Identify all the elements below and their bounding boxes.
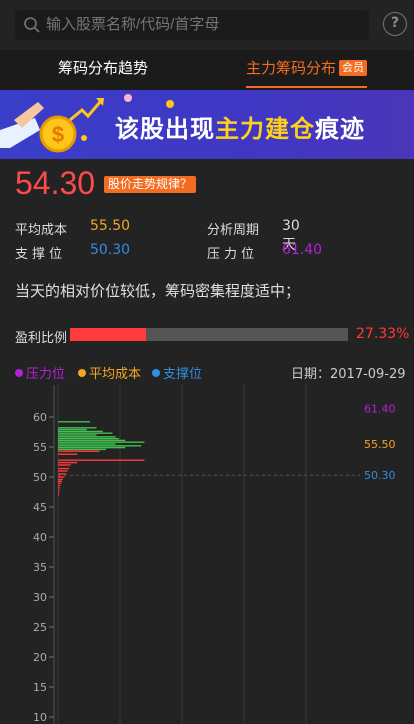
avg-cost-row: 平均成本 55.50 (15, 218, 130, 238)
y-tick-label: 10 (33, 711, 47, 724)
chip-bar (58, 480, 62, 482)
avg-cost-value: 55.50 (90, 218, 131, 234)
y-tick-label: 60 (33, 411, 47, 424)
chip-bar (58, 487, 60, 489)
chip-bar (58, 476, 65, 478)
search-box[interactable] (15, 10, 369, 40)
chip-bar (58, 445, 142, 447)
chip-bar (58, 482, 62, 484)
support-label: 支撑位 (15, 247, 67, 262)
legend-avg-cost-dot (78, 369, 86, 377)
y-tick-label: 15 (33, 681, 47, 694)
pressure-label: 压力位 (207, 247, 259, 262)
y-tick-label: 30 (33, 591, 47, 604)
chip-bar (58, 464, 71, 466)
chip-bar (58, 439, 126, 442)
chip-bar (58, 448, 106, 451)
marker-label: 61.40 (364, 403, 396, 416)
vip-badge: 会员 (339, 60, 368, 76)
tab-chip-trend[interactable]: 筹码分布趋势 (58, 59, 149, 77)
y-tick-label: 35 (33, 561, 47, 574)
profit-ratio-bar (70, 328, 348, 341)
y-tick-label: 50 (33, 471, 47, 484)
marker-label: 50.30 (364, 469, 396, 482)
current-price: 54.30 (15, 165, 96, 201)
profit-ratio-fill (70, 328, 146, 341)
svg-text:$: $ (52, 122, 64, 147)
chip-bar (58, 443, 116, 445)
chip-bar (58, 459, 145, 461)
chip-bar (58, 478, 63, 481)
chip-bar (58, 494, 59, 496)
y-tick-label: 40 (33, 531, 47, 544)
coin-hand-illustration: $ (0, 98, 104, 153)
price-pattern-link[interactable]: 股价走势规律？ (104, 176, 197, 193)
decor-dots (124, 94, 174, 108)
chip-bar (58, 436, 116, 438)
chip-bar (58, 437, 119, 440)
legend-avg-cost: 平均成本 (78, 363, 141, 382)
chip-distribution-chart: 60 55 50 45 40 35 30 25 20 15 10 61.40 55.50 50.30 (33, 385, 396, 724)
y-tick-label: 55 (33, 441, 47, 454)
tab-bar: 筹码分布趋势 主力筹码分布 会员 (0, 50, 414, 90)
chip-bar (58, 461, 78, 464)
chip-bar (58, 491, 60, 494)
profit-ratio-value: 27.33% (356, 326, 410, 342)
support-value: 50.30 (90, 242, 131, 258)
chip-bar (58, 430, 103, 433)
chip-bar (58, 473, 66, 475)
profit-ratio-label: 盈利比例 (15, 331, 68, 346)
y-tick-label: 25 (33, 621, 47, 634)
help-button[interactable]: ? (383, 12, 407, 36)
tab-main-label: 主力筹码分布 (246, 59, 337, 77)
marker-label: 55.50 (364, 438, 396, 451)
chip-bar (58, 446, 126, 449)
chip-bar (58, 427, 97, 429)
pressure-value: 61.40 (282, 242, 323, 258)
chart-date: 日期：2017-09-29 (291, 367, 406, 382)
banner-headline: 该股出现主力建仓痕迹 (115, 115, 365, 143)
chip-bar (58, 470, 68, 472)
chip-bar (58, 489, 60, 491)
legend-pressure-dot (15, 369, 23, 377)
avg-cost-label: 平均成本 (15, 223, 68, 238)
y-tick-label: 20 (33, 651, 47, 664)
chip-bar (58, 432, 113, 434)
y-tick-label: 45 (33, 501, 47, 514)
chip-bar (58, 441, 145, 443)
chip-description: 当天的相对价位较低，筹码密集程度适中； (15, 282, 301, 300)
legend-support-dot (152, 369, 160, 377)
chip-bar (58, 467, 70, 470)
period-value: 30天 (282, 218, 300, 253)
search-bar: ? (0, 0, 414, 50)
chip-bar (58, 428, 87, 431)
chip-bar (58, 484, 61, 487)
promo-banner[interactable]: $ 该股出现主力建仓痕迹 (0, 90, 414, 159)
period-label: 分析周期 (207, 223, 260, 238)
tab-main-chip[interactable]: 主力筹码分布 会员 (246, 50, 368, 90)
search-input[interactable] (46, 10, 356, 40)
period-row: 分析周期 30天 (207, 218, 300, 253)
chip-bar (58, 434, 97, 436)
support-row: 支撑位 50.30 (15, 242, 130, 262)
chip-bar (58, 421, 90, 423)
active-tab-underline (246, 86, 368, 88)
search-icon (24, 17, 40, 33)
chip-bar (58, 450, 100, 452)
pressure-row: 压力位 61.40 (207, 242, 322, 262)
legend-support: 支撑位 (152, 363, 202, 382)
legend-pressure: 压力位 (15, 363, 65, 382)
chip-bar (58, 453, 78, 455)
